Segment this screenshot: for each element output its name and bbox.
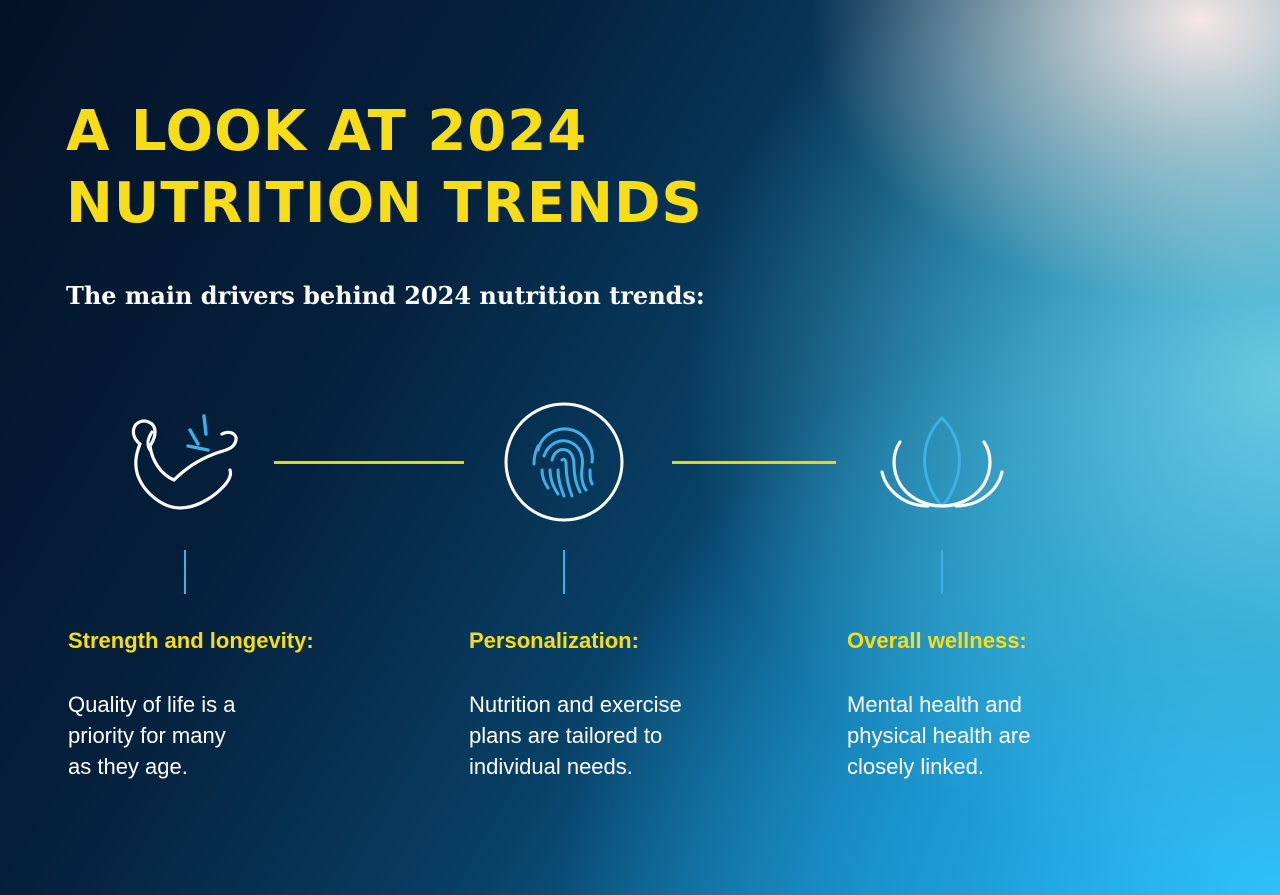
driver-text-line: individual needs.: [469, 754, 633, 779]
driver-text-strength: Quality of life is a priority for many a…: [68, 689, 368, 782]
page-subtitle: The main drivers behind 2024 nutrition t…: [66, 281, 705, 310]
driver-text-personalization: Nutrition and exercise plans are tailore…: [469, 689, 769, 782]
flexed-arm-icon: [131, 414, 238, 510]
driver-text-line: as they age.: [68, 754, 188, 779]
connector-line-2: [672, 461, 836, 464]
page-title: A LOOK AT 2024 NUTRITION TRENDS: [66, 96, 703, 240]
driver-title-personalization: Personalization:: [469, 628, 639, 653]
driver-title-strength: Strength and longevity:: [68, 628, 314, 653]
connector-line-1: [274, 461, 464, 464]
driver-text-line: priority for many: [68, 723, 226, 748]
driver-text-line: Mental health and: [847, 692, 1022, 717]
fingerprint-icon: [504, 402, 624, 522]
tick-3: [941, 550, 943, 594]
title-line-2: NUTRITION TRENDS: [66, 171, 703, 236]
driver-text-line: Nutrition and exercise: [469, 692, 682, 717]
driver-text-line: plans are tailored to: [469, 723, 663, 748]
driver-title-wellness: Overall wellness:: [847, 628, 1027, 653]
lotus-icon: [880, 416, 1004, 508]
tick-1: [184, 550, 186, 594]
driver-text-line: physical health are: [847, 723, 1031, 748]
driver-text-wellness: Mental health and physical health are cl…: [847, 689, 1147, 782]
driver-text-line: Quality of life is a: [68, 692, 236, 717]
tick-2: [563, 550, 565, 594]
title-line-1: A LOOK AT 2024: [66, 99, 588, 164]
driver-text-line: closely linked.: [847, 754, 984, 779]
